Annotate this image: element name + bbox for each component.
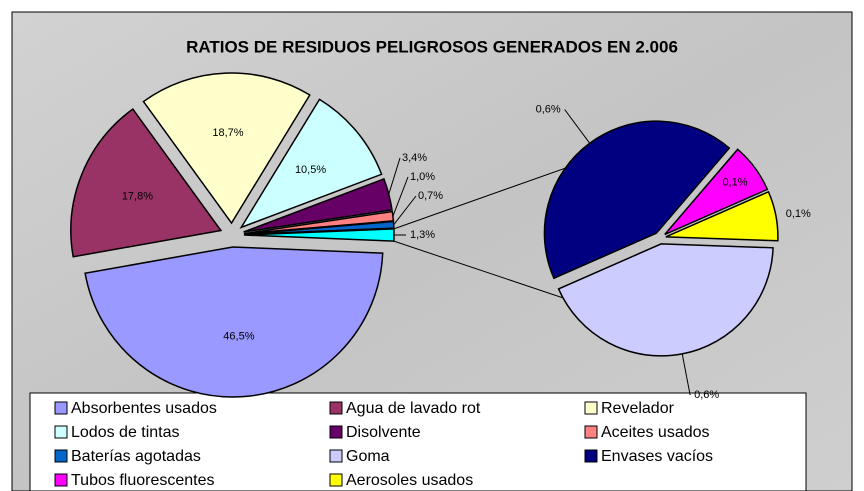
legend-label: Aceites usados (601, 424, 710, 441)
data-label: 0,7% (418, 190, 443, 202)
pie-slice (543, 120, 731, 280)
data-label: 1,3% (410, 229, 435, 241)
data-label: 10,5% (295, 164, 326, 176)
data-label: 0,1% (722, 176, 747, 188)
legend-swatch (584, 425, 598, 439)
legend-swatch (54, 449, 68, 463)
pie-slice (557, 243, 774, 357)
legend-swatch (54, 401, 68, 415)
pie-slice (665, 190, 779, 242)
legend-label: Revelador (601, 400, 675, 417)
leader-line (388, 157, 401, 195)
data-label: 3,4% (402, 152, 427, 164)
data-label: 0,6% (694, 389, 719, 401)
legend-label: Lodos de tintas (71, 424, 180, 441)
pie-slice (84, 246, 384, 398)
legend-label: Agua de lavado rot (346, 400, 481, 417)
data-label: 18,7% (212, 127, 243, 139)
legend-swatch (329, 473, 343, 487)
chart-title: RATIOS DE RESIDUOS PELIGROSOS GENERADOS … (186, 37, 678, 56)
data-label: 0,6% (536, 103, 561, 115)
legend-swatch (54, 425, 68, 439)
data-label: 0,1% (786, 208, 811, 220)
data-label: 1,0% (410, 171, 435, 183)
legend-box (29, 392, 807, 491)
legend-label: Envases vacíos (601, 448, 713, 465)
legend-swatch (329, 401, 343, 415)
legend-label: Aerosoles usados (346, 472, 473, 489)
leader-line (681, 353, 691, 396)
leader-line (393, 195, 417, 226)
legend-swatch (584, 449, 598, 463)
leader-line (392, 176, 409, 217)
legend-swatch (329, 425, 343, 439)
pie-slice (142, 72, 311, 225)
legend-label: Disolvente (346, 424, 421, 441)
leader-line (564, 109, 591, 144)
data-label: 46,5% (223, 331, 254, 343)
legend-swatch (54, 473, 68, 487)
pie-slice (243, 177, 393, 233)
legend-swatch (329, 449, 343, 463)
legend-swatch (584, 401, 598, 415)
data-label: 17,8% (122, 191, 153, 203)
pie-slice (70, 108, 223, 258)
pie-slice (239, 98, 383, 229)
legend-label: Absorbentes usados (71, 400, 217, 417)
legend-label: Tubos fluorescentes (71, 472, 214, 489)
legend-label: Goma (346, 448, 390, 465)
legend-label: Baterías agotadas (71, 448, 201, 465)
pie-slice (664, 148, 769, 236)
